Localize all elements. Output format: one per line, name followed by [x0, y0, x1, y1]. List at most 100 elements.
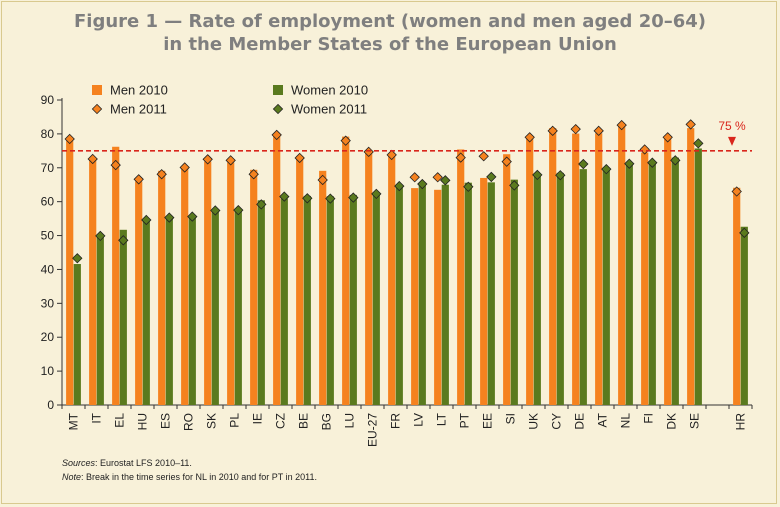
note-text: : Break in the time series for NL in 201…: [81, 472, 317, 482]
x-tick-label: NL: [619, 413, 633, 429]
marker-women-2011: [670, 155, 681, 166]
bar-men-2010: [319, 170, 327, 405]
bar-men-2010: [733, 187, 741, 405]
y-tick-label: 60: [41, 195, 55, 209]
marker-men-2011: [478, 151, 489, 162]
bar-women-2010: [671, 157, 679, 405]
marker-men-2011: [432, 172, 443, 183]
y-tick-label: 50: [41, 229, 55, 243]
marker-men-2011: [685, 119, 696, 130]
marker-women-2011: [72, 253, 83, 264]
y-tick-label: 10: [41, 364, 55, 378]
marker-women-2011: [693, 138, 704, 149]
x-tick-label: EE: [481, 413, 495, 429]
bar-women-2010: [257, 200, 265, 405]
marker-men-2011: [340, 135, 351, 146]
marker-women-2011: [417, 178, 428, 190]
x-tick-labels: MT IT EL HU ES RO SK PL IE CZ BE BG LU EU-27 FR LV LT PT E…: [67, 412, 748, 447]
bar-men-2010: [296, 155, 304, 405]
x-tick-label: EL: [113, 413, 127, 428]
bar-women-2010: [556, 172, 564, 405]
bar-men-2010: [687, 128, 695, 405]
legend-swatch: [272, 103, 284, 115]
bar-women-2010: [372, 194, 380, 405]
marker-men-2011: [570, 123, 581, 135]
legend-swatch: [92, 85, 102, 95]
legend-label: Women 2011: [291, 102, 367, 117]
marker-men-2011: [547, 125, 558, 137]
bar-women-2010: [211, 210, 219, 405]
bar-men-2010: [66, 140, 74, 405]
bar-women-2010: [326, 196, 334, 405]
legend-label: Men 2010: [110, 83, 168, 98]
x-tick-label: IE: [251, 413, 265, 424]
marker-men-2011: [593, 125, 604, 137]
marker-women-2011: [578, 158, 589, 170]
marker-men-2011: [409, 172, 420, 183]
bar-women-2010: [487, 182, 495, 405]
marker-women-2011: [210, 205, 221, 216]
marker-women-2011: [233, 204, 244, 216]
x-tick-label: FR: [389, 413, 403, 429]
marker-men-2011: [133, 174, 144, 185]
bar-women-2010: [648, 162, 656, 405]
marker-men-2011: [317, 174, 328, 186]
y-tick-label: 40: [41, 262, 55, 276]
marker-men-2011: [501, 156, 512, 167]
x-tick-label: PL: [228, 413, 242, 428]
marker-women-2011: [141, 214, 152, 226]
marker-men-2011: [179, 162, 190, 173]
marker-women-2011: [555, 170, 566, 181]
bar-men-2010: [618, 124, 626, 406]
x-tick-label: IT: [90, 412, 104, 423]
marker-women-2011: [95, 230, 106, 242]
x-tick-label: LV: [412, 413, 426, 427]
bar-women-2010: [165, 215, 173, 405]
marker-men-2011: [731, 186, 742, 197]
x-tick-label: EU-27: [366, 413, 380, 447]
marker-men-2011: [639, 144, 650, 155]
x-tick-label: ES: [159, 413, 173, 429]
bar-men-2010: [227, 162, 235, 405]
marker-women-2011: [509, 180, 520, 191]
sources-text: : Eurostat LFS 2010–11.: [95, 458, 192, 468]
x-tick-label: SK: [205, 413, 219, 429]
marker-women-2011: [440, 175, 451, 186]
y-tick-label: 80: [41, 127, 55, 141]
title-line-1: Figure 1 — Rate of employment (women and…: [73, 11, 707, 32]
x-tick-label: AT: [596, 412, 610, 427]
bar-women-2010: [464, 182, 472, 405]
marker-women-2011: [394, 180, 405, 192]
bar-men-2010: [342, 136, 350, 405]
marker-men-2011: [156, 169, 167, 180]
bar-women-2010: [73, 264, 81, 405]
marker-men-2011: [524, 132, 535, 143]
bar-women-2010: [234, 209, 242, 405]
x-tick-label: BG: [320, 413, 334, 430]
y-tick-label: 90: [41, 93, 55, 107]
sources-label: Sources: [62, 458, 96, 468]
bar-women-2010: [694, 148, 702, 405]
marker-women-2011: [164, 212, 175, 223]
bar-men-2010: [204, 161, 212, 405]
bar-men-2010: [503, 154, 511, 405]
markers-layer: [64, 119, 750, 264]
marker-men-2011: [248, 169, 259, 180]
y-tick-label: 70: [41, 161, 55, 175]
plot-area: [62, 100, 752, 405]
marker-women-2011: [486, 171, 497, 183]
marker-women-2011: [256, 199, 267, 210]
bar-men-2010: [250, 169, 258, 405]
marker-women-2011: [348, 192, 359, 203]
x-tick-label: DK: [665, 413, 679, 430]
x-tick-label: LU: [343, 413, 357, 428]
bar-women-2010: [602, 169, 610, 405]
marker-women-2011: [371, 188, 382, 200]
bar-men-2010: [526, 137, 534, 405]
chart-title: Figure 1 — Rate of employment (women and…: [0, 10, 780, 56]
marker-men-2011: [202, 154, 213, 165]
bar-women-2010: [441, 184, 449, 405]
bar-men-2010: [411, 188, 419, 405]
marker-women-2011: [187, 211, 198, 222]
